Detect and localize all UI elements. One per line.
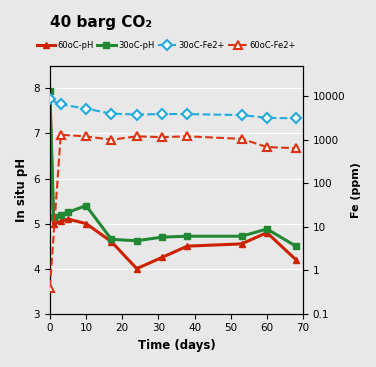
60oC-Fe2+	[109, 138, 114, 142]
30oC-Fe2+	[84, 106, 88, 111]
30oC-Fe2+	[265, 116, 269, 120]
60oC-pH	[66, 217, 70, 221]
30oC-Fe2+	[240, 113, 244, 117]
30oC-pH	[66, 210, 70, 215]
30oC-Fe2+	[185, 112, 190, 116]
30oC-pH	[294, 244, 298, 248]
60oC-pH	[185, 244, 190, 248]
60oC-Fe2+	[84, 134, 88, 138]
60oC-Fe2+	[185, 134, 190, 138]
Y-axis label: Fe (ppm): Fe (ppm)	[351, 162, 361, 218]
60oC-Fe2+	[160, 135, 164, 139]
60oC-pH	[51, 221, 56, 226]
60oC-pH	[48, 95, 52, 99]
60oC-Fe2+	[265, 145, 269, 149]
60oC-Fe2+	[48, 285, 52, 290]
Text: 40 barg CO₂: 40 barg CO₂	[50, 15, 152, 30]
30oC-pH	[109, 237, 114, 241]
30oC-pH	[48, 88, 52, 93]
Y-axis label: In situ pH: In situ pH	[15, 158, 28, 222]
60oC-pH	[294, 257, 298, 262]
60oC-Fe2+	[135, 134, 139, 138]
30oC-pH	[59, 212, 63, 217]
30oC-pH	[185, 234, 190, 239]
60oC-Fe2+	[240, 137, 244, 141]
Line: 60oC-Fe2+: 60oC-Fe2+	[46, 131, 300, 292]
Line: 30oC-Fe2+: 30oC-Fe2+	[46, 96, 299, 122]
30oC-Fe2+	[48, 97, 52, 102]
60oC-pH	[240, 242, 244, 246]
60oC-pH	[109, 239, 114, 244]
30oC-pH	[265, 227, 269, 231]
60oC-pH	[160, 255, 164, 259]
30oC-Fe2+	[160, 112, 164, 116]
30oC-pH	[135, 239, 139, 243]
60oC-Fe2+	[59, 132, 63, 137]
30oC-Fe2+	[109, 112, 114, 116]
30oC-Fe2+	[294, 116, 298, 121]
30oC-pH	[160, 235, 164, 239]
30oC-Fe2+	[135, 112, 139, 117]
X-axis label: Time (days): Time (days)	[138, 339, 215, 352]
Line: 30oC-pH: 30oC-pH	[47, 88, 299, 249]
60oC-pH	[84, 221, 88, 226]
60oC-Fe2+	[294, 146, 298, 150]
30oC-pH	[51, 215, 56, 219]
30oC-pH	[84, 203, 88, 208]
60oC-pH	[135, 266, 139, 271]
Line: 60oC-pH: 60oC-pH	[46, 94, 299, 272]
60oC-pH	[265, 230, 269, 235]
Legend: 60oC-pH, 30oC-pH, 30oC-Fe2+, 60oC-Fe2+: 60oC-pH, 30oC-pH, 30oC-Fe2+, 60oC-Fe2+	[33, 38, 299, 54]
30oC-Fe2+	[59, 102, 63, 107]
30oC-pH	[240, 234, 244, 239]
60oC-pH	[59, 219, 63, 224]
